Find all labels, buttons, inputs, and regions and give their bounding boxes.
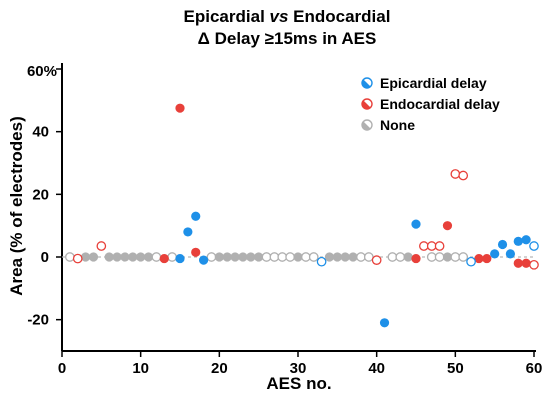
data-point [261, 252, 272, 262]
data-point [332, 252, 342, 262]
chart-title-line2: Δ Delay ≥15ms in AES [198, 29, 377, 48]
y-axis-top-label: 60% [27, 63, 57, 80]
data-point [222, 252, 232, 262]
legend-marker-fill [362, 79, 371, 88]
data-point [348, 252, 358, 262]
data-point [497, 239, 508, 250]
x-tick-label: 50 [447, 360, 464, 377]
data-point [356, 252, 366, 262]
chart-title-line1: Epicardial vs Endocardial [184, 7, 391, 26]
data-point [301, 252, 311, 262]
data-point [81, 252, 91, 262]
data-point [411, 253, 421, 264]
data-point [458, 170, 469, 181]
data-point [120, 252, 130, 262]
data-point [143, 252, 154, 262]
y-tick-label: 0 [41, 249, 49, 266]
data-point [513, 258, 523, 268]
x-tick-label: 10 [132, 360, 149, 377]
legend-label: Epicardial delay [380, 75, 487, 91]
data-point [434, 252, 445, 262]
x-tick-label: 40 [368, 360, 385, 377]
data-point [246, 252, 256, 262]
data-point [513, 236, 523, 246]
x-axis-label: AES no. [266, 374, 331, 393]
data-point [482, 253, 492, 264]
data-point [230, 252, 240, 262]
data-point [529, 259, 539, 270]
x-tick-label: 20 [211, 360, 228, 377]
data-point [238, 252, 248, 262]
y-tick-label: 40 [32, 124, 49, 141]
data-point [191, 247, 201, 257]
data-point [277, 252, 288, 262]
data-point [434, 241, 445, 251]
data-point [308, 252, 319, 262]
data-point [450, 252, 461, 262]
x-tick-label: 0 [58, 360, 66, 377]
data-point [269, 252, 280, 262]
data-points [65, 103, 539, 328]
x-tick-label: 60 [526, 360, 543, 377]
legend-label: None [380, 117, 415, 133]
data-point [159, 253, 169, 264]
data-point [183, 227, 193, 237]
data-point [411, 219, 421, 229]
data-point [395, 252, 406, 262]
data-point [426, 252, 437, 262]
data-point [340, 252, 350, 262]
data-point [128, 252, 138, 262]
data-point [490, 249, 500, 259]
data-point [466, 256, 476, 267]
data-point [316, 256, 327, 267]
data-point [442, 252, 453, 262]
data-point [199, 255, 209, 265]
data-point [175, 103, 185, 113]
data-point [65, 252, 75, 262]
data-point [88, 252, 99, 262]
data-point [293, 252, 303, 262]
legend-label: Endocardial delay [380, 96, 500, 112]
legend: Epicardial delay Endocardial delay None [361, 75, 500, 133]
data-point [419, 241, 429, 251]
data-point [474, 253, 484, 264]
y-axis-label: Area (% of electrodes) [7, 116, 26, 296]
tick-labels: 0 10 20 30 40 50 60 -20 0 20 40 [27, 124, 542, 377]
data-point [505, 249, 515, 259]
data-point [529, 241, 539, 251]
y-tick-label: 20 [32, 186, 49, 203]
data-point [191, 211, 201, 221]
y-tick-label: -20 [27, 312, 49, 329]
data-point [371, 255, 382, 265]
data-point [521, 235, 531, 245]
data-point [403, 252, 413, 262]
data-point [458, 252, 469, 262]
x-tick-label: 30 [290, 360, 307, 377]
data-point [72, 253, 83, 264]
data-point [206, 252, 217, 262]
data-point [254, 252, 264, 262]
legend-marker-fill [362, 100, 371, 109]
data-point [363, 252, 374, 262]
data-point [104, 252, 114, 262]
data-point [214, 252, 224, 262]
data-point [379, 318, 390, 328]
data-point [136, 252, 146, 262]
data-point [167, 252, 177, 262]
data-point [285, 252, 295, 262]
data-point [450, 169, 461, 179]
legend-marker-fill [362, 121, 371, 130]
data-point [112, 252, 122, 262]
data-point [521, 258, 531, 268]
data-point [175, 253, 185, 264]
data-point [426, 241, 437, 251]
data-point [442, 221, 453, 231]
data-point [387, 252, 398, 262]
data-point [324, 252, 335, 262]
data-point [96, 241, 107, 251]
data-point [151, 252, 162, 262]
